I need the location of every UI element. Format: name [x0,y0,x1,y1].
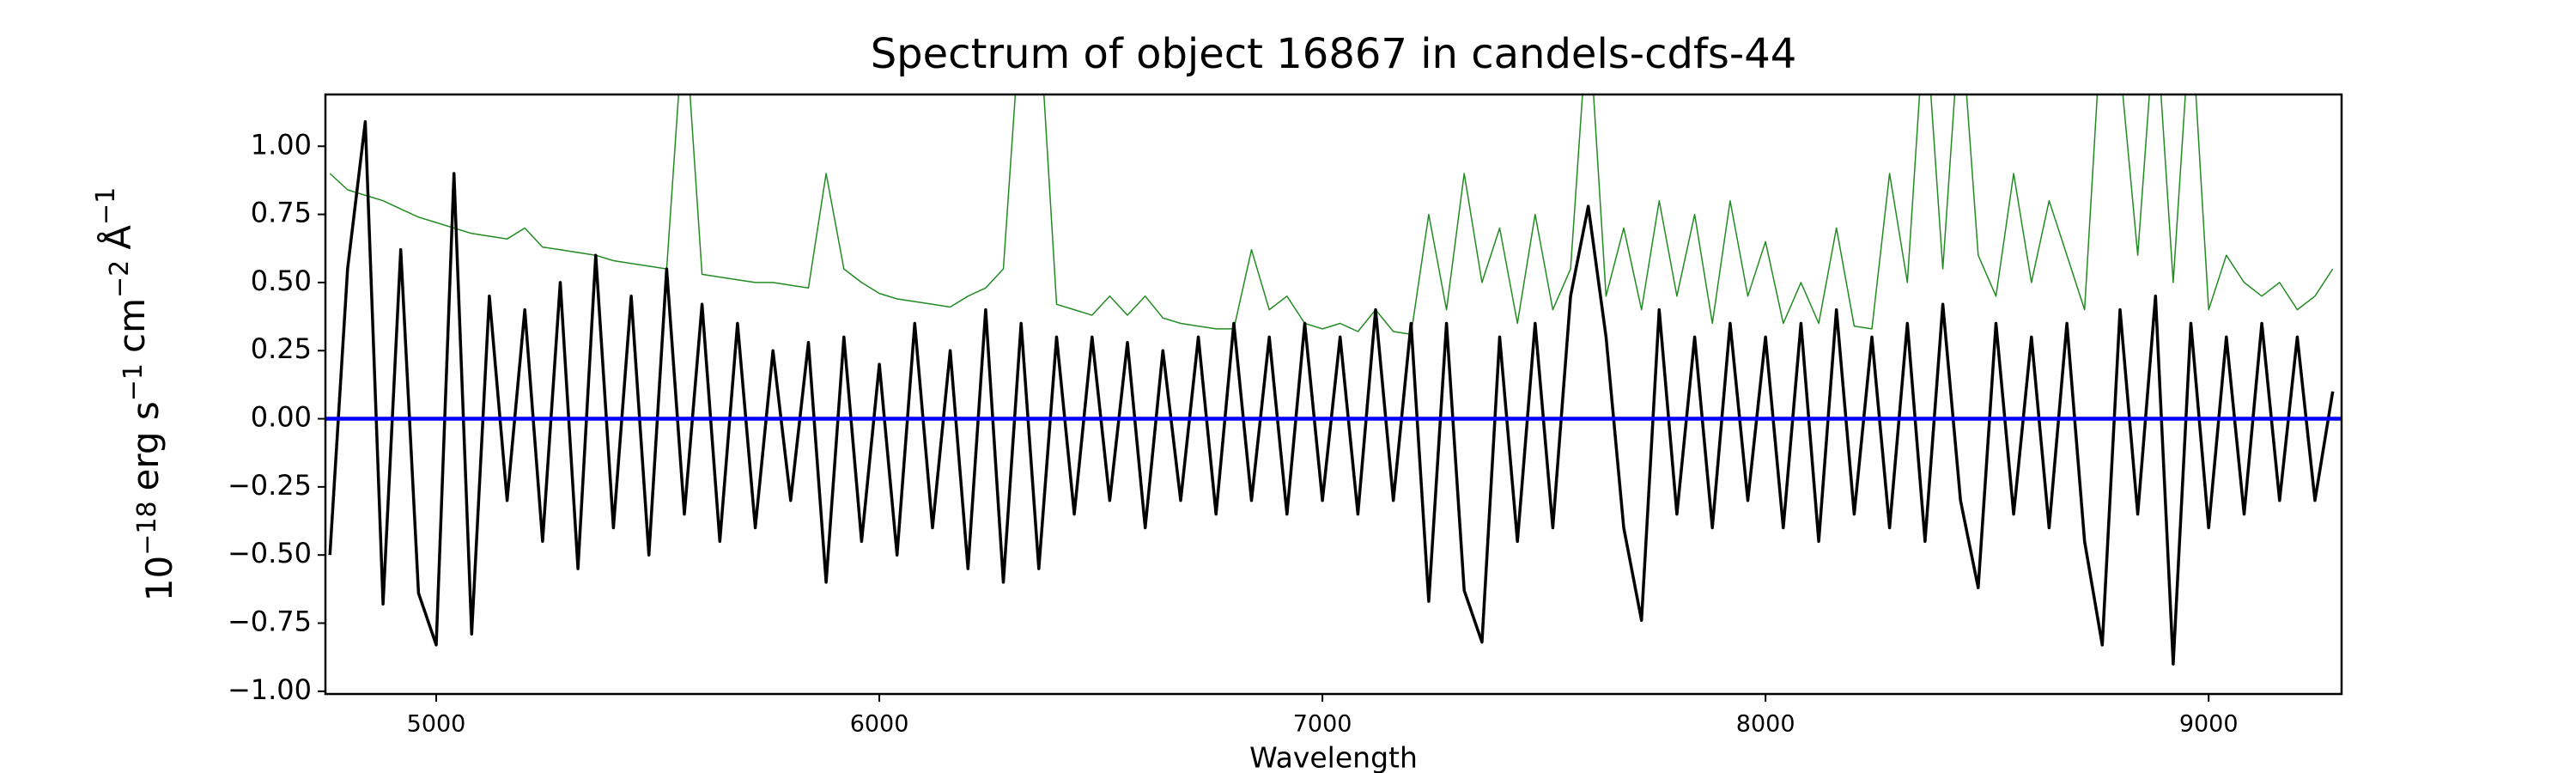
x-axis-label: Wavelength [1249,741,1418,773]
x-tick-label: 8000 [1736,711,1795,738]
y-tick-label: −0.75 [228,606,312,638]
y-axis-label: 10−18erg s−1cm−2Å−1 [91,187,180,601]
x-tick-label: 9000 [2179,711,2239,738]
spectrum-line [329,94,2334,335]
y-tick-label: 1.00 [251,128,312,161]
y-tick-label: 0.00 [251,401,312,434]
y-tick-label: 0.25 [251,332,312,365]
y-label-sup: −1 [118,363,149,401]
y-label-text: Å [96,225,139,250]
chart-title: Spectrum of object 16867 in candels-cdfs… [871,30,1797,78]
x-tick-label: 7000 [1293,711,1352,738]
y-label-sup: −18 [132,501,162,555]
x-tick-label: 6000 [850,711,909,738]
plot-area [325,94,2342,666]
y-tick-label: −0.50 [228,537,312,569]
x-tick-label: 5000 [407,711,466,738]
y-tick-label: −1.00 [228,673,312,706]
y-label-text: 10 [138,556,180,601]
y-label-text: erg s [125,401,167,490]
y-label-sup: −2 [105,260,135,298]
y-tick-label: 0.75 [251,197,312,229]
plot-frame [324,93,2343,696]
y-tick-label: −0.25 [228,469,312,502]
y-label-text: cm [111,298,153,353]
y-tick-label: 0.50 [251,265,312,297]
y-label-sup: −1 [91,187,121,225]
